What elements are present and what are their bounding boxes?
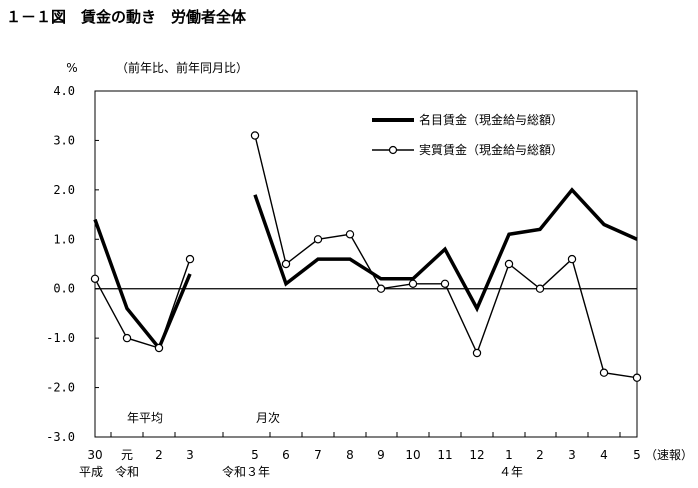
series-line-real (94, 258, 191, 349)
series-line-real (254, 135, 638, 379)
x-tick-label: 12 (469, 448, 484, 462)
x-tick-label: 3 (568, 448, 576, 462)
x-tick-label: 3 (186, 448, 194, 462)
x-tick-label: 9 (377, 448, 385, 462)
data-point-real (281, 259, 291, 269)
data-point-real (535, 284, 545, 293)
y-tick-label: -3.0 (46, 430, 75, 444)
x-tick-label: 11 (437, 448, 452, 462)
x-tick-label: 5 (633, 448, 641, 462)
legend-marker-real (388, 145, 398, 155)
data-point-real (567, 254, 577, 264)
x-tick-label: 30 (87, 448, 102, 462)
x-group-label-heisei: 平成 (79, 465, 103, 479)
x-tick-label: 7 (314, 448, 322, 462)
section-label-annual: 年平均 (127, 411, 163, 425)
legend-label-real: 実質賃金（現金給与総額） (419, 142, 563, 157)
y-tick-label: 3.0 (53, 133, 75, 147)
data-point-real (599, 368, 609, 377)
y-tick-label: 0.0 (53, 282, 75, 296)
x-group-label-reiwa: 令和 (115, 464, 139, 479)
x-group-label-4nen: ４年 (499, 465, 523, 479)
x-tick-label: 2 (536, 448, 544, 462)
section-label-monthly: 月次 (256, 411, 280, 425)
data-point-real (504, 259, 514, 269)
data-point-real (154, 343, 164, 353)
y-tick-label: -1.0 (46, 331, 75, 345)
data-point-real (376, 284, 386, 293)
y-tick-label: 2.0 (53, 183, 75, 197)
data-point-real (472, 348, 482, 358)
x-tick-label: 8 (346, 448, 354, 462)
data-point-real (345, 230, 355, 239)
data-point-real (250, 131, 260, 140)
data-point-real (122, 333, 132, 343)
data-point-real (632, 373, 642, 382)
x-tick-label: 元 (121, 448, 133, 462)
y-tick-label: 4.0 (53, 84, 75, 98)
data-point-real (90, 274, 100, 283)
data-point-real (313, 235, 323, 244)
x-tick-label: 5 (251, 448, 259, 462)
x-tick-label: 2 (155, 448, 163, 462)
series-line-nominal (93, 218, 192, 352)
y-axis-note-label: （前年比、前年同月比） (116, 60, 248, 75)
legend-label-nominal: 名目賃金（現金給与総額） (419, 112, 563, 127)
page-title: １－１図 賃金の動き 労働者全体 (6, 8, 247, 26)
data-point-real (185, 254, 195, 264)
legend: 名目賃金（現金給与総額） 実質賃金（現金給与総額） (372, 112, 563, 157)
x-tick-label: 4 (600, 448, 608, 462)
x-tick-label: 1 (505, 448, 513, 462)
x-tick-label: 6 (282, 448, 290, 462)
x-group-label-reiwa3: 令和３年 (222, 464, 270, 479)
y-tick-label: 1.0 (53, 232, 75, 246)
x-tick-label: 10 (405, 448, 420, 462)
x-suffix-label: （速報） (645, 448, 693, 462)
y-axis-unit-label: % (66, 61, 77, 75)
series-line-nominal (253, 187, 638, 313)
data-point-real (440, 279, 450, 288)
data-point-real (408, 279, 418, 288)
y-tick-label: -2.0 (46, 381, 75, 395)
